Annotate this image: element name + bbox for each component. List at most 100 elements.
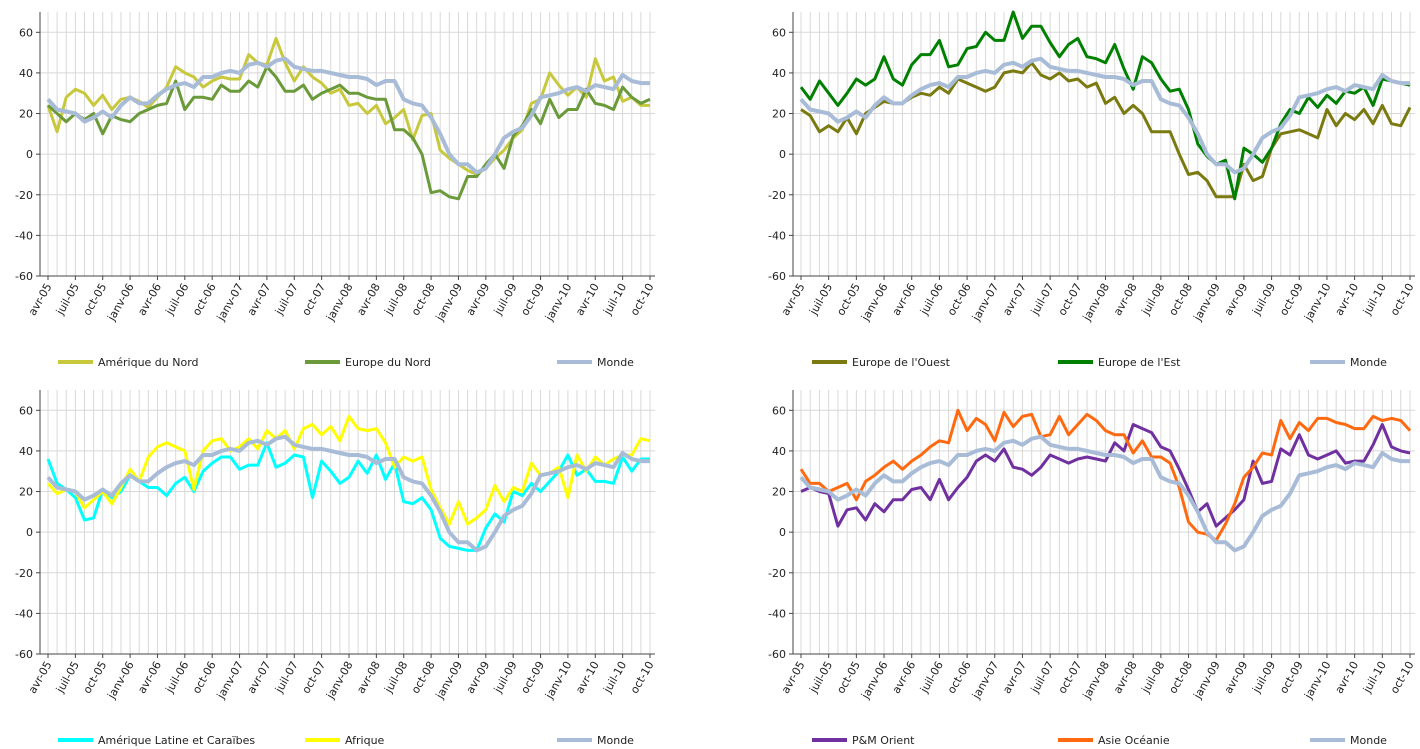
x-tick-label: juil-06 [917, 659, 946, 696]
x-tick-label: avr-10 [573, 281, 602, 318]
x-tick-label: oct-05 [834, 281, 863, 318]
legend-label: Afrique [345, 734, 385, 747]
y-tick-label: 40 [19, 445, 33, 458]
x-tick-label: juil-08 [382, 659, 411, 696]
series-line [799, 56, 1410, 175]
x-tick-label: juil-10 [1360, 659, 1389, 696]
y-tick-label: -60 [768, 648, 786, 661]
x-tick-label: oct-08 [409, 281, 438, 318]
x-tick-label: juil-06 [163, 281, 192, 318]
x-tick-label: oct-08 [409, 659, 438, 696]
y-tick-label: 40 [772, 445, 786, 458]
x-tick-label: janv-10 [542, 659, 574, 702]
x-tick-label: oct-10 [1388, 659, 1417, 696]
series-line [799, 434, 1410, 553]
x-tick-label: juil-07 [272, 281, 301, 318]
x-tick-label: oct-06 [945, 659, 974, 696]
y-tick-label: 20 [772, 108, 786, 121]
x-tick-label: avr-08 [354, 659, 383, 696]
y-tick-label: 60 [772, 404, 786, 417]
x-tick-label: avr-05 [779, 281, 808, 318]
y-tick-label: -40 [768, 607, 786, 620]
y-tick-label: -20 [768, 567, 786, 580]
x-tick-label: avr-05 [779, 659, 808, 696]
legend-label: Monde [1350, 734, 1387, 747]
legend-label: Amérique Latine et Caraïbes [98, 734, 255, 747]
legend-label: Asie Océanie [1098, 734, 1170, 747]
legend-label: Europe du Nord [345, 356, 431, 369]
x-tick-label: avr-09 [464, 281, 493, 318]
y-tick-label: -20 [768, 189, 786, 202]
y-tick-label: 60 [19, 26, 33, 39]
x-tick-label: juil-09 [1249, 659, 1278, 696]
y-tick-label: -40 [15, 229, 33, 242]
legend-label: P&M Orient [852, 734, 915, 747]
x-tick-label: janv-10 [542, 281, 574, 324]
x-tick-label: juil-08 [382, 281, 411, 318]
legend-label: Monde [597, 734, 634, 747]
x-tick-label: janv-06 [858, 659, 890, 702]
y-tick-label: -40 [768, 229, 786, 242]
x-tick-label: janv-09 [433, 659, 465, 702]
x-tick-label: avr-10 [1332, 281, 1361, 318]
x-tick-label: oct-09 [518, 659, 547, 696]
x-tick-label: oct-07 [1056, 659, 1085, 696]
x-tick-label: juil-08 [1139, 281, 1168, 318]
x-tick-label: janv-07 [214, 281, 246, 324]
x-tick-label: oct-09 [1277, 281, 1306, 318]
x-tick-label: avr-10 [573, 659, 602, 696]
y-tick-label: 20 [772, 486, 786, 499]
y-tick-label: 60 [772, 26, 786, 39]
legend-label: Monde [597, 356, 634, 369]
y-tick-label: -20 [15, 567, 33, 580]
x-tick-label: avr-07 [1000, 281, 1029, 318]
x-tick-label: janv-10 [1301, 659, 1333, 702]
y-tick-label: -60 [15, 648, 33, 661]
series-line [799, 408, 1412, 542]
x-tick-label: oct-05 [81, 659, 110, 696]
x-tick-label: juil-10 [600, 659, 629, 696]
y-tick-label: 20 [19, 108, 33, 121]
legend-label: Monde [1350, 356, 1387, 369]
x-tick-label: avr-06 [890, 659, 919, 696]
x-tick-label: avr-05 [26, 659, 55, 696]
x-tick-label: juil-07 [1028, 659, 1057, 696]
x-tick-label: janv-08 [323, 659, 355, 702]
x-tick-label: janv-06 [104, 281, 136, 324]
y-tick-label: -20 [15, 189, 33, 202]
x-tick-label: juil-07 [272, 659, 301, 696]
x-tick-label: oct-06 [190, 281, 219, 318]
x-tick-label: juil-06 [917, 281, 946, 318]
y-tick-label: 0 [779, 148, 786, 161]
x-tick-label: janv-09 [433, 281, 465, 324]
series-line [46, 56, 650, 175]
x-tick-label: janv-07 [969, 659, 1001, 702]
series-line [800, 423, 1411, 528]
x-tick-label: avr-09 [464, 659, 493, 696]
x-tick-label: janv-07 [969, 281, 1001, 324]
series-line [47, 65, 651, 201]
x-tick-label: juil-07 [1028, 281, 1057, 318]
x-tick-label: oct-06 [190, 659, 219, 696]
x-tick-label: avr-05 [26, 281, 55, 318]
x-tick-label: avr-06 [135, 659, 164, 696]
x-tick-label: avr-08 [1111, 659, 1140, 696]
x-tick-label: avr-09 [1222, 659, 1251, 696]
series-line [46, 36, 650, 176]
x-tick-label: oct-06 [945, 281, 974, 318]
x-tick-label: janv-09 [1191, 659, 1223, 702]
x-tick-label: oct-07 [1056, 281, 1085, 318]
x-tick-label: oct-07 [299, 281, 328, 318]
x-tick-label: avr-07 [245, 281, 274, 318]
series-line [46, 434, 650, 553]
y-tick-label: 0 [26, 148, 33, 161]
x-tick-label: avr-06 [890, 281, 919, 318]
x-tick-label: oct-08 [1166, 281, 1195, 318]
x-tick-label: avr-08 [354, 281, 383, 318]
x-tick-label: juil-05 [53, 659, 82, 696]
